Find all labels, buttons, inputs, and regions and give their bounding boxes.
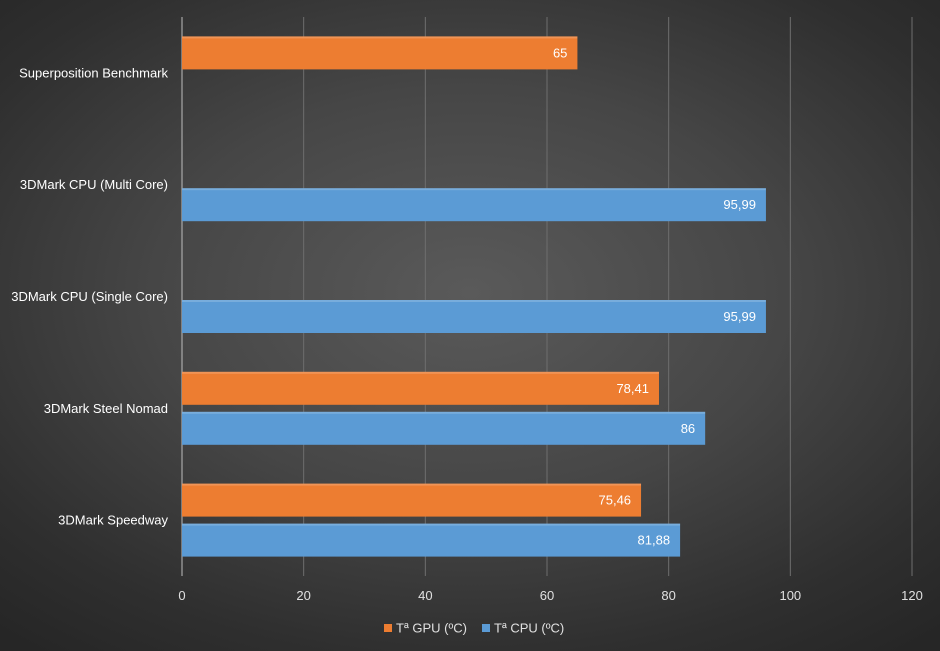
category-label: 3DMark Speedway: [58, 513, 168, 528]
bar-highlight: [182, 411, 706, 414]
legend-swatch: [384, 624, 392, 632]
bar-highlight: [182, 523, 681, 526]
x-tick-label: 20: [296, 588, 310, 603]
bar: [182, 300, 766, 333]
x-tick-label: 80: [661, 588, 675, 603]
category-label: 3DMark CPU (Single Core): [11, 289, 168, 304]
x-tick-label: 40: [418, 588, 432, 603]
legend-label: Tª GPU (ºC): [396, 621, 467, 636]
bar: [182, 188, 766, 222]
category-label: Superposition Benchmark: [19, 65, 168, 80]
bar-highlight: [182, 371, 659, 374]
category-label: 3DMark Steel Nomad: [44, 401, 168, 416]
legend-label: Tª CPU (ºC): [494, 621, 564, 636]
bar-highlight: [182, 483, 642, 486]
x-tick-label: 60: [540, 588, 554, 603]
x-tick-label: 100: [779, 588, 801, 603]
data-label: 65: [553, 45, 567, 60]
bar-highlight: [182, 188, 766, 191]
data-label: 78,41: [616, 381, 649, 396]
bar: [182, 523, 681, 557]
legend-swatch: [482, 624, 490, 632]
bar-highlight: [182, 300, 766, 302]
data-label: 95,99: [723, 197, 756, 212]
category-label: 3DMark CPU (Multi Core): [20, 177, 168, 192]
data-label: 75,46: [599, 493, 632, 508]
bar: [182, 36, 578, 70]
x-tick-label: 120: [901, 588, 923, 603]
bar: [182, 371, 659, 405]
data-label: 86: [681, 421, 695, 436]
x-tick-label: 0: [178, 588, 185, 603]
data-label: 81,88: [638, 533, 671, 548]
bar: [182, 483, 642, 517]
bar: [182, 411, 706, 445]
bar-highlight: [182, 36, 578, 39]
data-label: 95,99: [723, 309, 756, 324]
